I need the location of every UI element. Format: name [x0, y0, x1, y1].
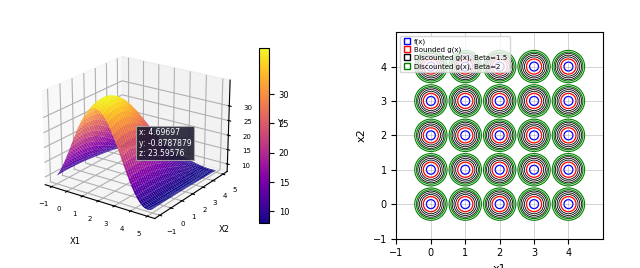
X-axis label: x1: x1 — [493, 264, 506, 268]
Text: x: 4.69697
y: -0.8787879
z: 23.59576: x: 4.69697 y: -0.8787879 z: 23.59576 — [139, 128, 191, 158]
X-axis label: X1: X1 — [69, 237, 81, 246]
Legend: f(x), Bounded g(x), Discounted g(x), Beta=1.5, Discounted g(x), Beta=2: f(x), Bounded g(x), Discounted g(x), Bet… — [400, 36, 509, 72]
Y-axis label: x2: x2 — [357, 128, 367, 142]
Y-axis label: X2: X2 — [220, 225, 230, 234]
